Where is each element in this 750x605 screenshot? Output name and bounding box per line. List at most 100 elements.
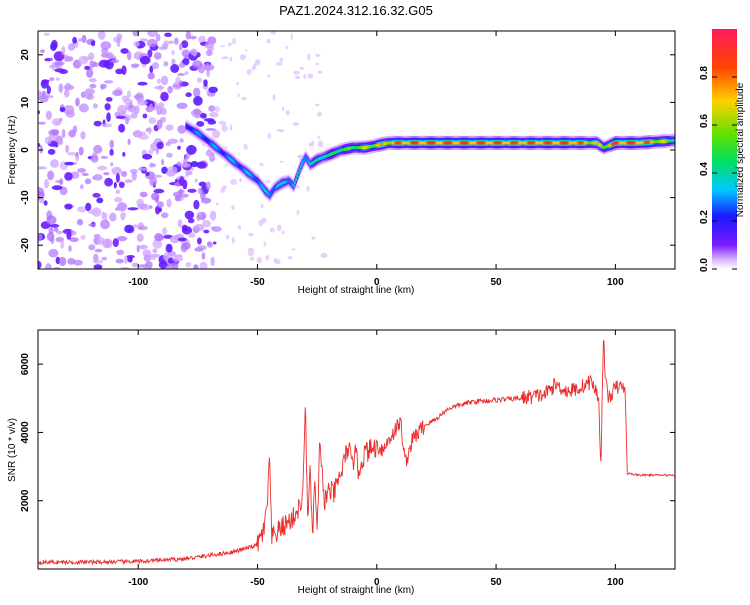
spectrogram-ridge-cell — [599, 143, 602, 147]
spectrogram-ridge-cell — [496, 141, 499, 145]
spectrogram-ridge-cell — [498, 141, 500, 145]
spectrogram-cell — [80, 234, 86, 240]
spectrogram-cell — [72, 125, 78, 133]
spectrogram-ridge-cell — [335, 150, 338, 154]
snr-frame — [37, 329, 676, 570]
spectrogram-ridge-cell — [434, 141, 437, 145]
spectrogram-ridge-cell — [404, 141, 407, 145]
spectrogram-cell — [46, 215, 57, 225]
spectrogram-cell — [160, 75, 169, 86]
spectrogram-ridge-cell — [186, 125, 189, 129]
spectrogram-cell — [143, 254, 151, 262]
spectrogram-ridge-cell — [329, 152, 332, 156]
spectrogram-ridge-cell — [231, 159, 234, 163]
spectrogram-ridge-cell — [631, 141, 634, 145]
spectrogram-ridge-cell — [353, 146, 356, 150]
spectrogram-cell — [97, 31, 106, 40]
spectrogram-ridge-cell — [211, 143, 214, 147]
spectrogram-ridge-cell — [199, 133, 202, 137]
spectrogram-cell — [307, 53, 311, 61]
spectrogram-cell — [132, 224, 138, 228]
spectrogram-ridge-cell — [463, 141, 466, 145]
spectrogram-ridge-cell — [451, 141, 454, 145]
spectrogram-ridge-cell — [415, 141, 418, 145]
spectrogram-ridge-cell — [294, 180, 296, 185]
spectrogram-ridge-cell — [617, 141, 619, 145]
spectrogram-ridge-cell — [342, 147, 345, 152]
spectrogram-cell — [120, 212, 126, 220]
spectrogram-cell — [59, 178, 64, 185]
spectrogram-ridge-cell — [608, 143, 611, 147]
spectrogram-ridge-cell — [643, 140, 646, 145]
spectrogram-ridge-cell — [311, 161, 314, 165]
spectrogram-cell — [202, 220, 212, 228]
spectrogram-ridge-cell — [422, 141, 425, 145]
spectrogram-cell — [307, 73, 314, 79]
spectrogram-ridge-cell — [507, 141, 510, 145]
spectrogram-ridge-cell — [611, 142, 614, 146]
spectrogram-cell — [315, 62, 319, 66]
spectrogram-ridge-cell — [366, 145, 369, 149]
spectrogram-cell — [104, 212, 108, 221]
spectrogram-cell — [77, 206, 87, 213]
spectrogram-cell — [81, 173, 89, 176]
spectrogram-cell — [167, 85, 173, 94]
spectrogram-ridge-cell — [298, 168, 301, 172]
spectrogram-ridge-cell — [581, 141, 584, 145]
spectrogram-cell — [212, 241, 217, 245]
spectrogram-cell — [131, 262, 139, 268]
spectrogram-ridge-cell — [673, 139, 675, 143]
spectrogram-cell — [178, 43, 183, 51]
spectrogram-ridge-layer — [185, 119, 675, 203]
spectrogram-cell — [116, 37, 121, 48]
spectrogram-ridge-cell — [500, 141, 503, 145]
spectrogram-ridge-cell — [351, 146, 353, 150]
spectrogram-ridge-cell — [228, 156, 231, 160]
spectrogram-ridge-cell — [524, 141, 526, 145]
spectrogram-cell — [162, 227, 168, 235]
spectrogram-ridge-cell — [401, 141, 404, 145]
spectrogram-ridge-cell — [263, 187, 265, 191]
spectrogram-ridge-cell — [243, 168, 246, 173]
spectrogram-cell — [209, 156, 215, 161]
spectrogram-ridge-cell — [552, 141, 555, 145]
spectrogram-cell — [246, 69, 252, 75]
spectrogram-cell — [59, 107, 66, 112]
spectrogram-cell — [147, 31, 158, 38]
spectrogram-cell — [311, 236, 316, 240]
spectrogram-ridge-cell — [545, 141, 548, 145]
spectrogram-cell — [194, 178, 198, 183]
spectrogram-ridge-cell — [193, 129, 196, 133]
spectrogram-cell — [196, 121, 205, 127]
spectrogram-cell — [110, 162, 114, 167]
spectrogram-ridge-cell — [373, 144, 376, 148]
spectrogram-ridge-cell — [481, 141, 484, 145]
spectrogram-cell — [209, 112, 219, 118]
spectrogram-ridge-cell — [444, 141, 447, 145]
spectrogram-cell — [63, 89, 70, 98]
spectrogram-ridge-cell — [474, 141, 476, 145]
spectrogram-cell — [181, 49, 191, 58]
spectrogram-cell — [86, 68, 94, 78]
spectrogram-ridge-cell — [230, 158, 233, 162]
spectrogram-cell — [161, 166, 168, 174]
spectrogram-ridge-cell — [443, 141, 445, 145]
spectrogram-ridge-cell — [464, 141, 467, 145]
spectrogram-cell — [164, 32, 172, 37]
spectrogram-ridge-cell — [533, 141, 536, 145]
spectrogram-ridge-cell — [531, 141, 534, 145]
spectrogram-cell — [103, 172, 110, 176]
spectrogram-ridge-cell — [320, 156, 322, 160]
spectrogram-cell — [160, 212, 169, 219]
spectrogram-cell — [166, 243, 173, 253]
spectrogram-cell — [132, 130, 143, 138]
spectrogram-ridge-cell — [365, 145, 368, 149]
spectrogram-ridge-cell — [346, 147, 349, 151]
spectrogram-ridge-cell — [323, 155, 326, 159]
spectrogram-ridge-cell — [633, 141, 636, 145]
spectrogram-cell — [210, 256, 215, 266]
spectrogram-ridge-cell — [325, 154, 327, 158]
spectrogram-ridge-cell — [515, 141, 518, 145]
spectrogram-cell — [263, 241, 267, 247]
spectrogram-ridge-cell — [302, 160, 305, 164]
